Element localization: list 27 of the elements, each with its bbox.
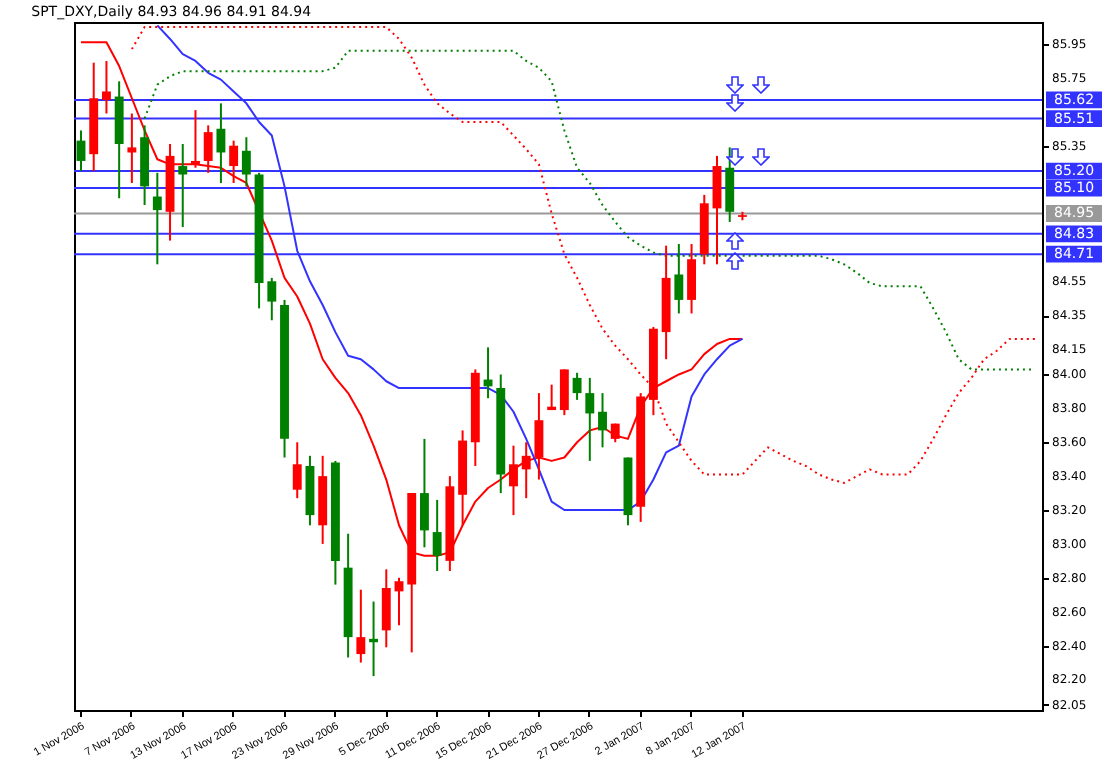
candlestick	[203, 124, 213, 174]
candlestick	[547, 383, 557, 412]
candlestick	[178, 143, 188, 229]
candlestick	[725, 146, 735, 223]
candlestick	[152, 171, 162, 266]
candlestick	[356, 588, 366, 664]
candlestick	[114, 80, 124, 200]
candlestick	[241, 136, 251, 188]
candlestick	[674, 242, 684, 315]
candlestick	[127, 112, 137, 184]
candlestick	[216, 102, 226, 184]
candlestick	[509, 444, 518, 517]
candlestick	[229, 139, 239, 184]
candlestick	[191, 109, 200, 169]
candlestick	[292, 441, 302, 500]
candlestick	[598, 392, 607, 449]
line-series	[130, 26, 1036, 484]
candlestick	[432, 498, 442, 573]
candlestick	[381, 568, 391, 649]
candlestick	[585, 376, 595, 462]
candlestick	[369, 600, 379, 678]
line-series	[143, 49, 1036, 371]
candlestick	[559, 368, 569, 417]
candlestick	[572, 371, 582, 401]
candlestick	[419, 437, 429, 549]
candlestick	[101, 59, 111, 115]
candlestick	[687, 242, 697, 315]
